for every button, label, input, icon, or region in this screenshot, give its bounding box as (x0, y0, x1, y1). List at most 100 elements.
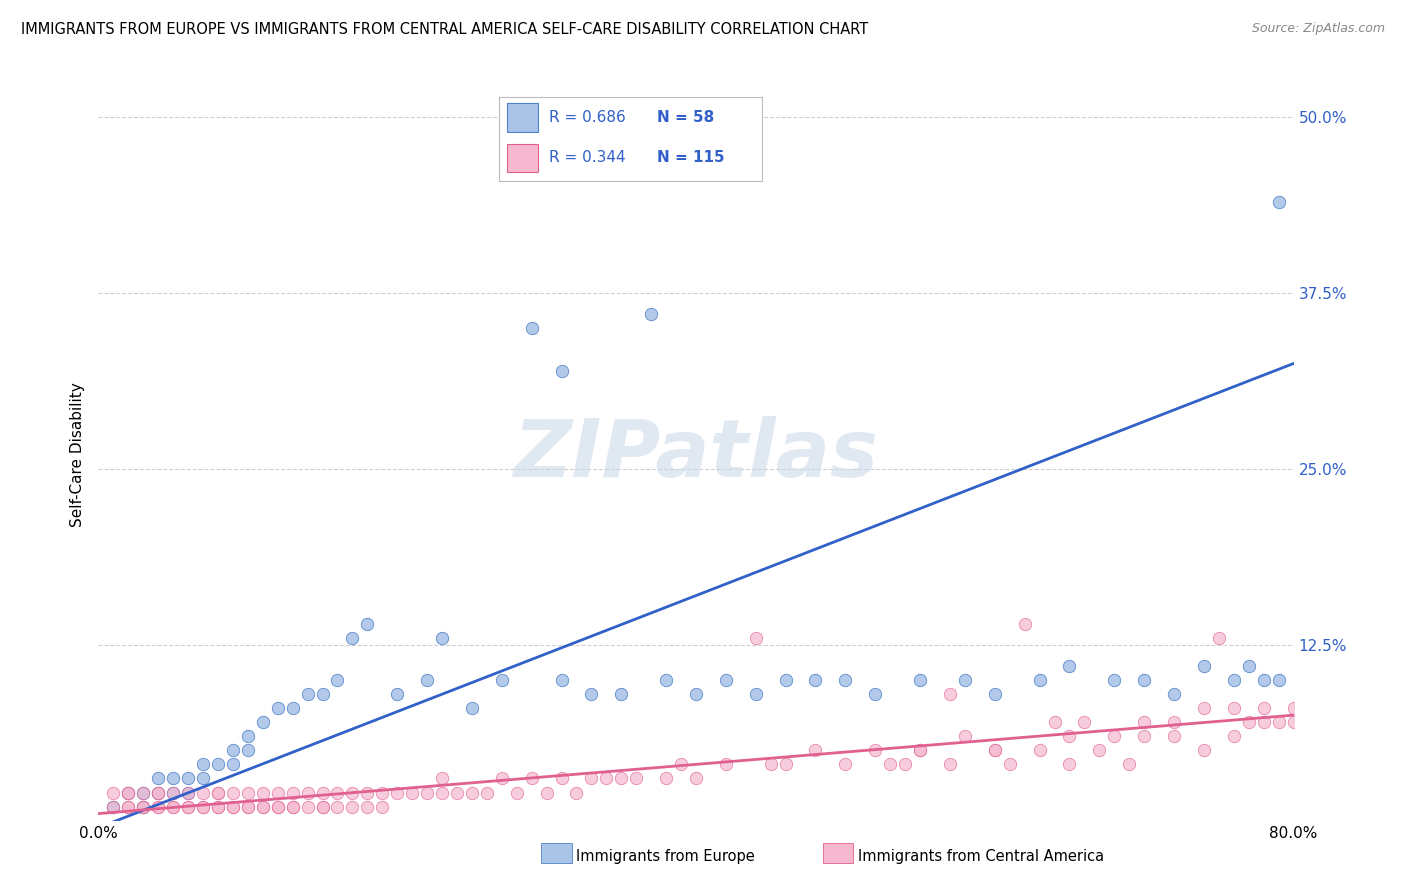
Point (685, 772, 707, 786)
Point (297, 799, 319, 814)
Text: ZIPatlas: ZIPatlas (513, 416, 879, 494)
Point (581, 687, 603, 701)
Point (267, 785, 290, 799)
Point (1088, 743, 1111, 757)
Point (342, 785, 364, 799)
Point (1028, 673, 1050, 687)
Point (953, 729, 976, 743)
Point (162, 799, 184, 814)
Point (655, 772, 678, 786)
Point (655, 673, 678, 687)
Point (222, 743, 245, 757)
Point (177, 785, 200, 799)
Point (117, 799, 139, 814)
Point (236, 743, 259, 757)
Point (475, 785, 498, 799)
Point (132, 785, 155, 799)
Point (1282, 715, 1305, 730)
Point (1267, 194, 1289, 209)
Point (1223, 701, 1246, 715)
Point (685, 687, 707, 701)
Point (326, 673, 349, 687)
Point (281, 785, 304, 799)
Point (148, 799, 170, 814)
Point (207, 799, 229, 814)
Point (222, 785, 245, 799)
Point (148, 785, 170, 799)
Text: Immigrants from Europe: Immigrants from Europe (576, 849, 755, 863)
Point (281, 701, 304, 715)
Point (879, 757, 901, 772)
Point (311, 785, 333, 799)
Point (281, 799, 304, 814)
Text: R = 0.344: R = 0.344 (548, 151, 626, 165)
Point (520, 772, 543, 786)
Point (1267, 673, 1289, 687)
Point (1237, 715, 1260, 730)
Point (1104, 729, 1126, 743)
Point (281, 799, 304, 814)
Point (745, 631, 768, 645)
Point (461, 785, 484, 799)
Point (177, 799, 200, 814)
Point (1163, 729, 1185, 743)
Point (148, 785, 170, 799)
Point (148, 799, 170, 814)
Point (1133, 729, 1156, 743)
Point (804, 673, 827, 687)
Point (326, 799, 349, 814)
Point (252, 715, 274, 730)
Point (1163, 687, 1185, 701)
Point (207, 799, 229, 814)
Point (1104, 673, 1126, 687)
Point (565, 785, 588, 799)
Point (148, 772, 170, 786)
Point (162, 785, 184, 799)
Point (191, 757, 214, 772)
Point (804, 743, 827, 757)
Point (430, 785, 453, 799)
Text: N = 115: N = 115 (657, 151, 724, 165)
Point (939, 757, 962, 772)
Point (342, 631, 364, 645)
Point (550, 673, 572, 687)
Point (1118, 757, 1140, 772)
Bar (506, 103, 538, 132)
Point (401, 785, 423, 799)
Point (162, 785, 184, 799)
Point (356, 616, 378, 631)
Point (775, 757, 797, 772)
Point (1059, 659, 1081, 673)
Point (1267, 715, 1289, 730)
Point (1223, 729, 1246, 743)
Point (610, 772, 633, 786)
Point (908, 673, 931, 687)
Point (207, 785, 229, 799)
Point (311, 687, 333, 701)
Point (177, 799, 200, 814)
Point (311, 799, 333, 814)
Point (103, 785, 125, 799)
Point (865, 743, 887, 757)
Text: N = 58: N = 58 (657, 110, 714, 125)
Point (1014, 616, 1036, 631)
Point (177, 772, 200, 786)
Point (252, 799, 274, 814)
Point (550, 772, 572, 786)
Point (267, 799, 290, 814)
Point (430, 772, 453, 786)
Point (506, 785, 529, 799)
Point (775, 673, 797, 687)
Point (326, 785, 349, 799)
Point (222, 799, 245, 814)
Point (162, 799, 184, 814)
Point (207, 757, 229, 772)
Point (371, 785, 394, 799)
Point (132, 799, 155, 814)
Point (1192, 743, 1215, 757)
Point (162, 772, 184, 786)
Point (342, 799, 364, 814)
Point (550, 363, 572, 377)
Point (267, 799, 290, 814)
Point (132, 799, 155, 814)
